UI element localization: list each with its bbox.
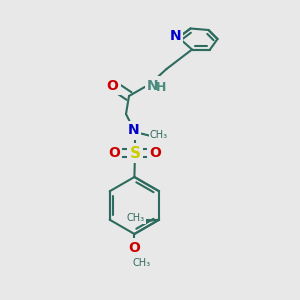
Text: N: N: [147, 79, 158, 92]
Text: O: O: [149, 146, 161, 160]
Text: N: N: [128, 124, 139, 137]
Text: H: H: [156, 81, 167, 94]
Text: O: O: [128, 241, 140, 254]
Text: O: O: [108, 146, 120, 160]
Text: CH₃: CH₃: [127, 213, 145, 223]
Text: CH₃: CH₃: [133, 257, 151, 268]
Text: S: S: [130, 146, 140, 160]
Text: N: N: [170, 29, 181, 43]
Text: CH₃: CH₃: [150, 130, 168, 140]
Text: O: O: [106, 79, 119, 92]
